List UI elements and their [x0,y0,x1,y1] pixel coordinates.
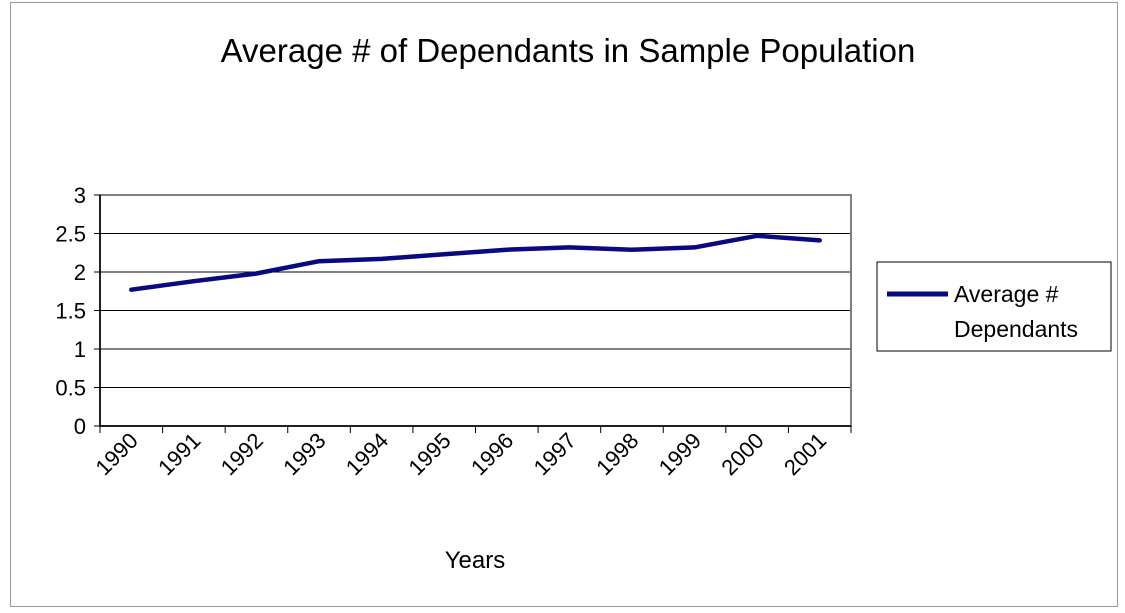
x-tick-label: 1990 [91,428,143,480]
x-tick-label: 1995 [403,428,455,480]
x-tick-label: 1998 [591,428,643,480]
legend: Average # Dependants [876,261,1112,352]
y-tick-labels: 0 0.5 1 1.5 2 2.5 3 [55,183,86,439]
x-tick-label: 2000 [716,428,768,480]
x-tick-label: 1994 [341,428,393,480]
x-tick-labels: 1990 1991 1992 1993 1994 1995 1996 1997 1998 1999… [91,428,832,480]
x-tick-label: 2001 [779,428,831,480]
chart-title: Average # of Dependants in Sample Popula… [221,32,916,69]
y-tick-label: 0.5 [55,376,86,401]
y-tick-label: 3 [74,183,86,208]
legend-label-line-1: Average # [954,281,1059,307]
x-axis-label: Years [445,547,506,574]
x-tick-label: 1993 [278,428,330,480]
y-tick-label: 1.5 [55,299,86,324]
y-tick-label: 0 [74,414,86,439]
x-tick-label: 1992 [216,428,268,480]
y-tick-label: 2 [74,260,86,285]
series-layer [129,233,822,292]
series-line [129,233,822,292]
y-tick-label: 1 [74,337,86,362]
y-tick-label: 2.5 [55,222,86,247]
legend-label-line-2: Dependants [954,316,1078,342]
gridlines [100,233,851,388]
x-tick-label: 1997 [529,428,581,480]
x-tick-label: 1996 [466,428,518,480]
axes [94,194,852,433]
x-tick-label: 1999 [654,428,706,480]
x-tick-label: 1991 [153,428,205,480]
legend-box [876,261,1112,352]
